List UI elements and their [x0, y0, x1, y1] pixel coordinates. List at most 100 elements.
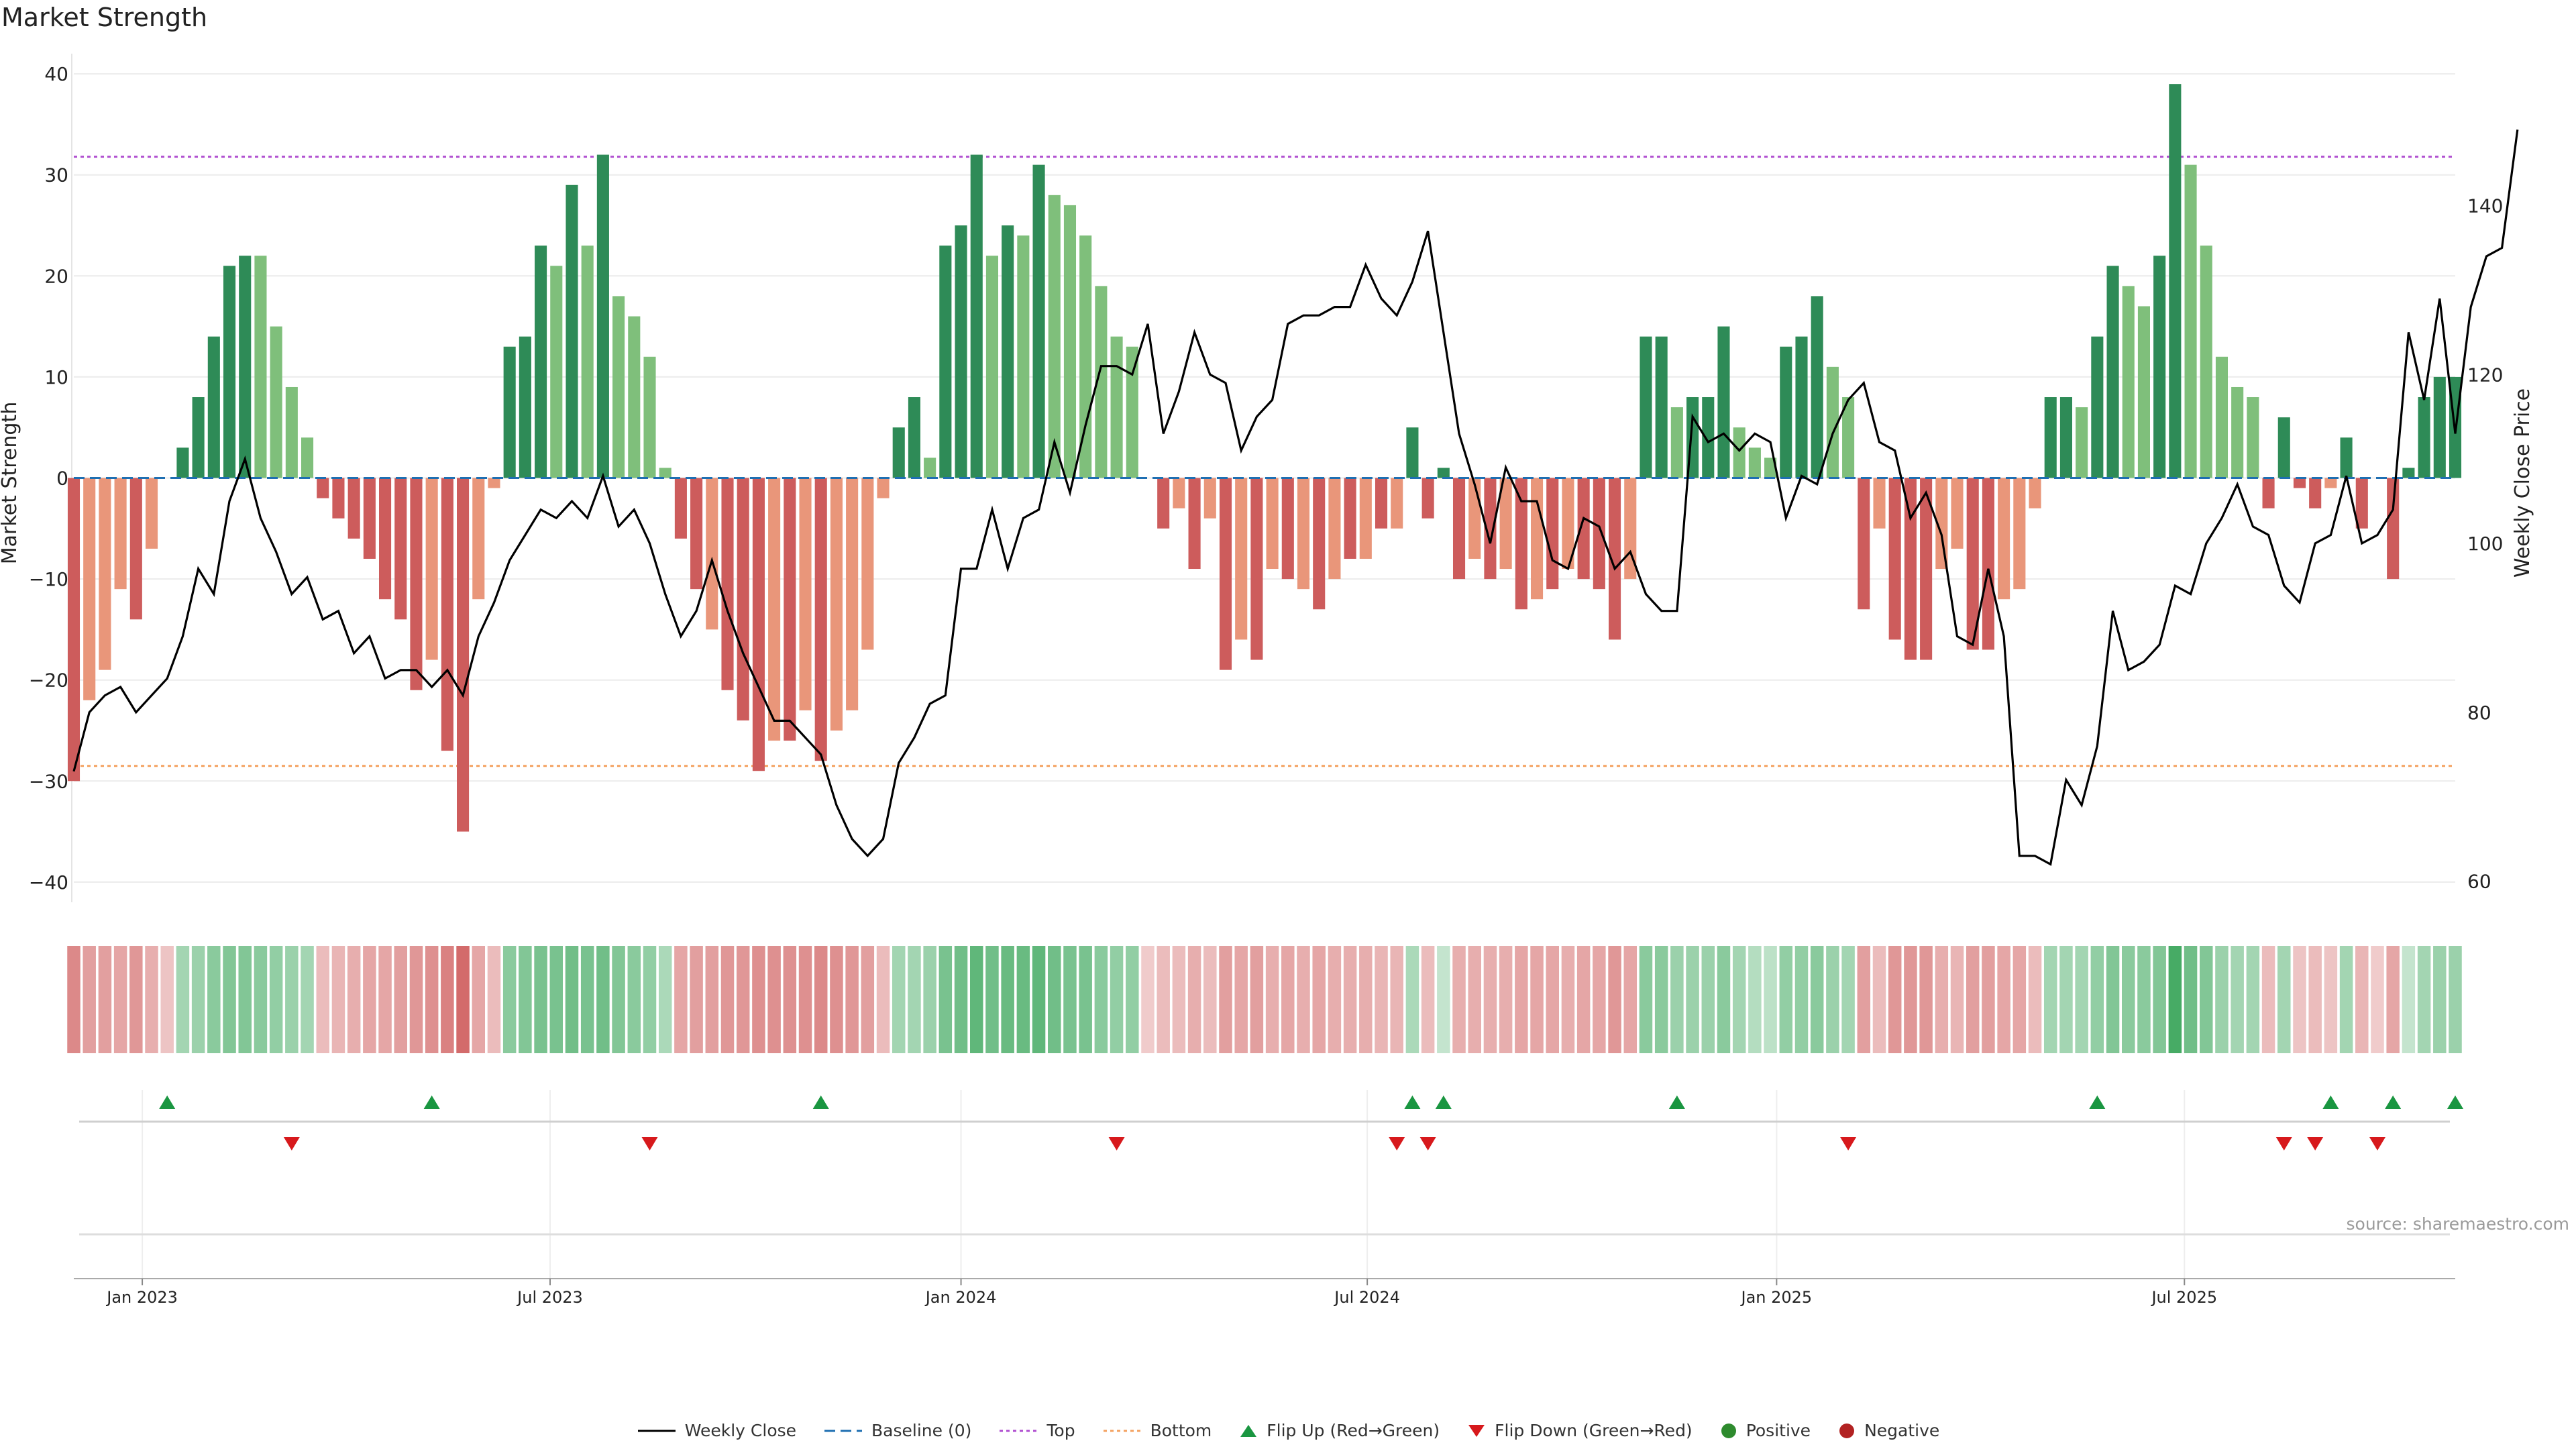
dashed-line-swatch-icon — [824, 1430, 863, 1432]
strength-bar — [1468, 478, 1481, 559]
strength-bar — [1235, 478, 1248, 640]
heat-cell — [1483, 946, 1497, 1053]
heat-cell — [1841, 946, 1855, 1053]
heat-cell — [1250, 946, 1264, 1053]
flip-down-marker — [1840, 1137, 1857, 1150]
strength-bar — [1670, 407, 1683, 478]
strength-bar — [1095, 286, 1108, 478]
heat-cell — [2277, 946, 2291, 1053]
legend-label: Flip Down (Green→Red) — [1495, 1421, 1693, 1440]
flip-down-marker — [2307, 1137, 2324, 1150]
strength-bar — [441, 478, 453, 751]
flip-up-marker — [2447, 1095, 2463, 1109]
legend-label: Positive — [1746, 1421, 1811, 1440]
strength-bar — [1546, 478, 1559, 590]
flip-up-marker — [2089, 1095, 2106, 1109]
heat-cell — [1421, 946, 1435, 1053]
strength-bar — [1935, 478, 1948, 570]
heat-cell — [2261, 946, 2275, 1053]
x-tick-label: Jan 2024 — [924, 1288, 997, 1307]
heat-cell — [1048, 946, 1061, 1053]
heat-cell — [1810, 946, 1824, 1053]
legend-top: Top — [998, 1421, 1075, 1440]
heat-cell — [394, 946, 407, 1053]
heat-cell — [580, 946, 594, 1053]
heat-cell — [2308, 946, 2322, 1053]
heat-cell — [176, 946, 190, 1053]
strength-bar — [1609, 478, 1621, 640]
strength-bar — [301, 437, 314, 478]
strength-bar — [1173, 478, 1185, 508]
heat-cell — [129, 946, 143, 1053]
strength-bar — [2418, 397, 2430, 478]
heat-cell — [2106, 946, 2120, 1053]
strength-bar — [628, 316, 641, 478]
strength-bar — [1499, 478, 1512, 570]
flip-up-marker — [2385, 1095, 2402, 1109]
strength-bar — [488, 478, 500, 488]
heat-cell — [1794, 946, 1809, 1053]
flip-up-marker — [1668, 1095, 1685, 1109]
heat-cell — [363, 946, 376, 1053]
strength-bar — [457, 478, 470, 832]
strength-bar — [1655, 336, 1668, 478]
heat-cell — [1110, 946, 1124, 1053]
heat-cell — [2386, 946, 2400, 1053]
heat-cell — [1997, 946, 2010, 1053]
weekly-close-line — [72, 129, 2519, 866]
strength-bar — [2184, 164, 2197, 478]
heat-cell — [1234, 946, 1248, 1053]
strength-bar — [2247, 397, 2259, 478]
strength-bar — [2106, 266, 2119, 478]
flip-up-marker — [159, 1095, 176, 1109]
heat-cell — [1530, 946, 1544, 1053]
strength-bar — [924, 458, 936, 478]
strength-bar — [1452, 478, 1466, 580]
left-tick-label: 20 — [44, 265, 68, 287]
heat-cell — [378, 946, 392, 1053]
right-axis-ticks: 60 80 100 120 140 — [2467, 195, 2503, 893]
strength-bar — [145, 478, 158, 549]
legend-label: Top — [1046, 1421, 1075, 1440]
heat-cell — [425, 946, 439, 1053]
heat-cell — [1686, 946, 1699, 1053]
strength-bar — [1297, 478, 1310, 590]
flip-down-marker — [1108, 1137, 1125, 1150]
heat-cell — [1561, 946, 1575, 1053]
heat-cell — [160, 946, 174, 1053]
heat-cell — [2231, 946, 2244, 1053]
strength-bar — [908, 397, 920, 478]
heat-cell — [1219, 946, 1232, 1053]
x-tick-label: Jul 2023 — [516, 1288, 583, 1307]
strength-bar — [285, 386, 298, 478]
strength-bar — [721, 478, 734, 690]
heat-cell — [2355, 946, 2369, 1053]
flip-down-marker — [283, 1137, 300, 1150]
strength-bar — [410, 478, 423, 690]
heat-cell — [1639, 946, 1653, 1053]
chart-title: Market Strength — [1, 3, 208, 32]
strength-heatmap-strip — [67, 946, 2462, 1053]
strength-bar — [1826, 366, 1839, 478]
heat-cell — [1126, 946, 1139, 1053]
flip-down-marker — [1389, 1137, 1405, 1150]
strength-bar — [1811, 296, 1823, 478]
left-tick-label: −30 — [29, 770, 68, 792]
heat-cell — [1904, 946, 1917, 1053]
legend-label: Negative — [1864, 1421, 1940, 1440]
heat-cell — [1468, 946, 1481, 1053]
x-tick-label: Jan 2025 — [1740, 1288, 1813, 1307]
legend-weekly-close: Weekly Close — [637, 1421, 796, 1440]
heat-cell — [1405, 946, 1419, 1053]
strength-bar — [784, 478, 796, 741]
legend-negative: Negative — [1837, 1421, 1939, 1440]
strength-bar — [1780, 346, 1792, 478]
heat-cell — [1452, 946, 1466, 1053]
heat-cell — [2433, 946, 2447, 1053]
legend-flip-down: Flip Down (Green→Red) — [1466, 1421, 1693, 1440]
heat-cell — [1779, 946, 1793, 1053]
legend: Weekly Close Baseline (0) Top Bottom Fli… — [0, 1421, 2576, 1440]
strength-bar — [2309, 478, 2322, 508]
heat-cell — [1576, 946, 1591, 1053]
